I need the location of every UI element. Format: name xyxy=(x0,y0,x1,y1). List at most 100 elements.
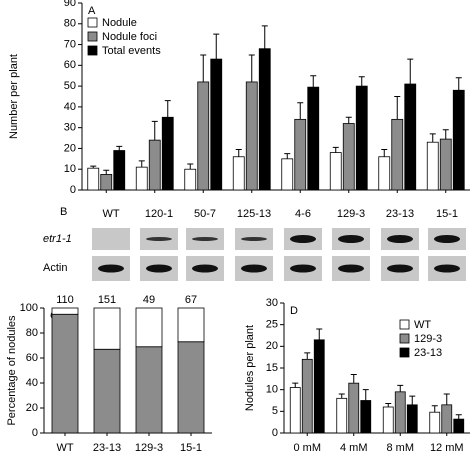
y-tick-label: 0 xyxy=(70,184,76,196)
error-bar xyxy=(350,374,357,384)
y-tick-label: 10 xyxy=(266,384,278,396)
y-tick-label: 0 xyxy=(272,427,278,439)
lane-label: 4-6 xyxy=(295,208,311,220)
blot-band xyxy=(338,264,364,273)
x-tick-label: 23-13 xyxy=(93,442,121,454)
error-bar xyxy=(116,145,123,151)
error-bar xyxy=(284,153,291,159)
y-tick-label: 100 xyxy=(20,302,38,314)
bar xyxy=(301,358,313,434)
bar xyxy=(336,397,348,434)
y-tick-label: 15 xyxy=(266,362,278,374)
error-bar xyxy=(345,116,352,124)
x-tick-label: 12 mM xyxy=(430,442,464,454)
panel-label: B xyxy=(60,206,67,218)
y-tick-label: 0 xyxy=(32,427,38,439)
error-bar xyxy=(442,129,449,140)
bar xyxy=(382,406,394,434)
x-tick-label: WT xyxy=(56,442,73,454)
y-tick-label: 20 xyxy=(64,142,76,154)
bar xyxy=(135,166,148,191)
y-tick-label: 10 xyxy=(64,163,76,175)
legend-swatch xyxy=(399,347,410,358)
bar xyxy=(289,387,301,434)
error-bar xyxy=(332,146,339,153)
bar xyxy=(441,404,453,434)
y-tick-label: 40 xyxy=(64,101,76,113)
error-bar xyxy=(316,328,323,340)
error-bar xyxy=(138,160,145,168)
error-bar xyxy=(103,169,110,175)
error-bar xyxy=(200,54,207,82)
bar-segment xyxy=(177,307,205,343)
blot-band xyxy=(290,264,316,273)
error-bar xyxy=(381,148,388,157)
bar xyxy=(148,139,161,191)
count-label: 110 xyxy=(56,294,74,306)
y-tick-label: 80 xyxy=(26,327,38,339)
bar xyxy=(360,400,372,434)
bar xyxy=(342,123,355,191)
y-axis-label: Number per plant xyxy=(8,54,20,139)
blot-band xyxy=(146,264,172,273)
bar-segment xyxy=(51,307,79,315)
panel-label: D xyxy=(290,305,298,317)
bar xyxy=(113,150,126,191)
blot-band xyxy=(434,264,460,273)
y-tick-label: 40 xyxy=(26,377,38,389)
bar xyxy=(210,58,223,191)
error-bar xyxy=(429,133,436,143)
error-bar xyxy=(164,100,171,118)
bar-segment xyxy=(51,313,79,434)
blot-band xyxy=(192,237,218,241)
count-label: 151 xyxy=(98,294,116,306)
y-axis-label: Nodules per plant xyxy=(244,325,256,411)
bar xyxy=(307,86,320,191)
bar xyxy=(452,89,465,191)
bar-segment xyxy=(177,341,205,434)
bar-segment xyxy=(93,348,121,434)
blot-band xyxy=(387,235,413,243)
blot-band xyxy=(192,264,218,273)
panel-label: A xyxy=(88,5,96,17)
bar xyxy=(394,391,406,434)
y-tick-label: 80 xyxy=(64,18,76,30)
error-bar xyxy=(213,33,220,60)
error-bar xyxy=(338,393,345,399)
bar xyxy=(232,156,245,191)
error-bar xyxy=(292,382,299,388)
y-tick-label: 30 xyxy=(266,297,278,309)
y-tick-label: 60 xyxy=(64,59,76,71)
count-label: 67 xyxy=(185,294,197,306)
legend-label: 23-13 xyxy=(414,347,442,359)
bar xyxy=(313,339,325,434)
bar xyxy=(378,156,391,191)
bar xyxy=(453,418,465,434)
error-bar xyxy=(407,58,414,85)
legend-label: Nodule foci xyxy=(102,31,157,43)
error-bar xyxy=(455,414,462,420)
lane-label: 129-3 xyxy=(337,208,365,220)
bar xyxy=(100,174,113,191)
blot-band xyxy=(98,264,124,273)
error-bar xyxy=(397,384,404,392)
lane-label: 15-1 xyxy=(436,208,458,220)
legend-swatch xyxy=(87,17,98,28)
bar xyxy=(404,83,417,191)
legend-swatch xyxy=(399,333,410,344)
legend-label: 129-3 xyxy=(414,333,442,345)
lane-label: 120-1 xyxy=(145,208,173,220)
bar xyxy=(406,404,418,434)
count-label: 49 xyxy=(143,294,155,306)
legend-label: WT xyxy=(414,319,431,331)
blot-lane xyxy=(92,228,130,250)
bar xyxy=(355,85,368,191)
error-bar xyxy=(394,96,401,120)
bar xyxy=(161,116,174,191)
bar xyxy=(348,382,360,434)
error-bar xyxy=(358,76,365,87)
error-bar xyxy=(455,77,462,91)
legend-label: Total events xyxy=(102,45,161,57)
bar xyxy=(439,138,452,191)
legend-label: Nodule xyxy=(102,17,137,29)
